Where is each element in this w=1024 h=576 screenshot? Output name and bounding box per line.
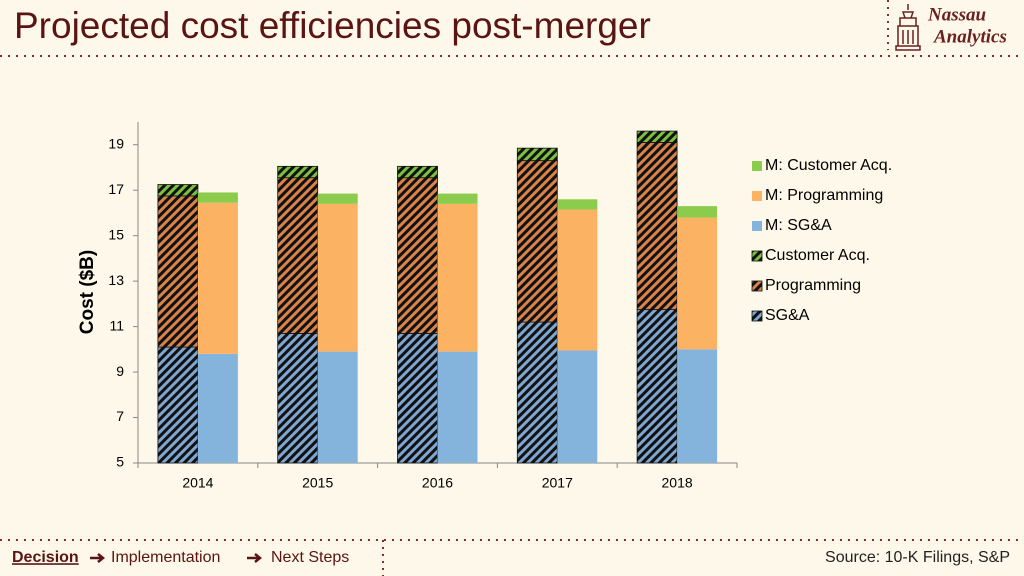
x-tick-label: 2016 [422,475,453,491]
bar-segment [317,351,358,463]
bar-segment [557,199,598,210]
bar-segment [197,353,238,463]
y-tick-label: 17 [108,181,124,197]
y-axis-label: Cost ($B) [77,250,98,334]
source-note: Source: 10-K Filings, S&P [825,549,1010,566]
bar-segment [277,333,319,464]
legend-label: M: Programming [765,187,883,204]
x-tick-label: 2018 [662,475,693,491]
breadcrumb-current[interactable]: Decision [12,549,79,566]
bar-segment [157,195,199,348]
y-tick-label: 11 [109,317,124,333]
bar-segment [197,202,238,354]
legend-label: SG&A [765,307,810,324]
y-tick-label: 5 [116,454,124,470]
y-tick-label: 9 [116,363,124,379]
legend-swatch [751,250,763,262]
legend-swatch [752,161,762,171]
y-tick-label: 7 [116,408,124,424]
bar-segment [516,321,558,464]
x-tick-label: 2017 [542,475,573,491]
bar-segment [636,130,678,143]
bar-segment [516,160,558,323]
bar-segment [277,177,319,334]
bar-segment [157,184,199,197]
bar-segment [317,193,358,204]
legend-swatch [752,221,762,231]
bar-segment [636,309,678,464]
x-tick-label: 2014 [182,475,213,491]
y-tick-label: 13 [108,272,124,288]
bar-segment [437,193,478,204]
bar-segment [557,350,598,463]
breadcrumb[interactable]: Implementation [111,549,220,566]
bar-segment [197,192,238,203]
arrow [247,553,263,563]
bar-segment [677,349,718,463]
bar-segment [397,165,438,179]
y-tick-label: 15 [108,226,124,242]
x-tick-label: 2015 [302,475,333,491]
y-tick-label: 19 [108,135,124,151]
logo-icon [895,4,921,51]
legend-swatch [752,191,762,201]
bar-segment [437,351,478,463]
bar-segment [677,206,718,218]
arrow [90,553,106,563]
bar-segment [636,142,678,310]
bar-segment [397,333,438,464]
legend-label: Customer Acq. [765,247,870,264]
bar-segment [437,203,478,352]
legend-label: M: Customer Acq. [765,157,892,174]
bar-segment [157,346,199,464]
bar-segment [516,147,558,162]
slide-title: Projected cost efficiencies post-merger [14,5,651,46]
logo-text: Analytics [933,26,1007,47]
breadcrumb[interactable]: Next Steps [271,549,349,566]
bar-segment [557,209,598,351]
bar-segment [317,203,358,352]
legend-swatch [751,280,763,292]
logo-text: Nassau [927,4,986,25]
bar-segment [677,217,718,350]
legend-label: Programming [765,277,861,294]
bar-segment [277,165,319,179]
bar-segment [397,177,438,334]
legend-label: M: SG&A [765,217,832,234]
legend-swatch [751,310,763,322]
